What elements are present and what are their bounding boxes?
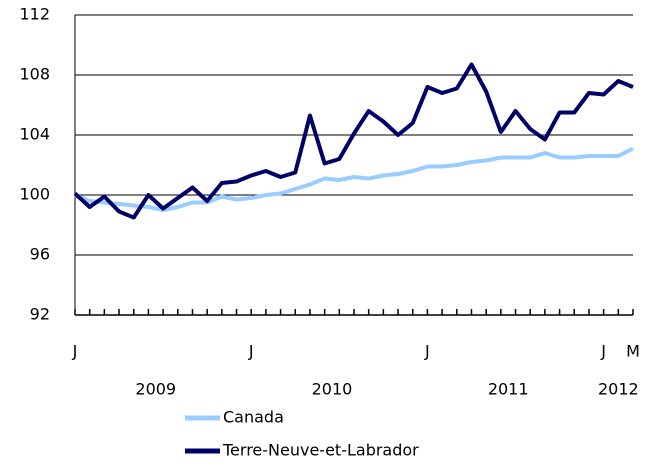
y-tick-label: 104 xyxy=(19,125,50,144)
year-label: 2010 xyxy=(312,380,353,399)
y-tick-label: 92 xyxy=(30,305,50,324)
year-label: 2009 xyxy=(135,380,176,399)
series-line xyxy=(73,62,634,220)
legend-label: Canada xyxy=(223,408,284,427)
y-tick-label: 108 xyxy=(19,65,50,84)
x-tick-label: J xyxy=(72,342,78,361)
y-tick-label: 100 xyxy=(19,185,50,204)
y-tick-label: 96 xyxy=(30,245,50,264)
x-tick-label: J xyxy=(248,342,254,361)
x-tick-label: J xyxy=(424,342,430,361)
x-tick-label: M xyxy=(626,342,640,361)
y-tick-label: 112 xyxy=(19,5,50,24)
year-label: 2011 xyxy=(488,380,529,399)
x-tick-label: J xyxy=(600,342,606,361)
series-line xyxy=(74,146,634,212)
year-label: 2012 xyxy=(598,380,639,399)
legend-label: Terre-Neuve-et-Labrador xyxy=(222,441,419,460)
